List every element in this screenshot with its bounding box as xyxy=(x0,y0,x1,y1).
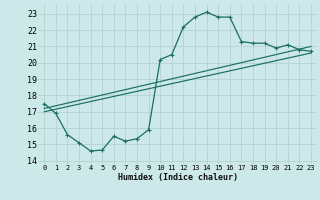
X-axis label: Humidex (Indice chaleur): Humidex (Indice chaleur) xyxy=(118,173,238,182)
